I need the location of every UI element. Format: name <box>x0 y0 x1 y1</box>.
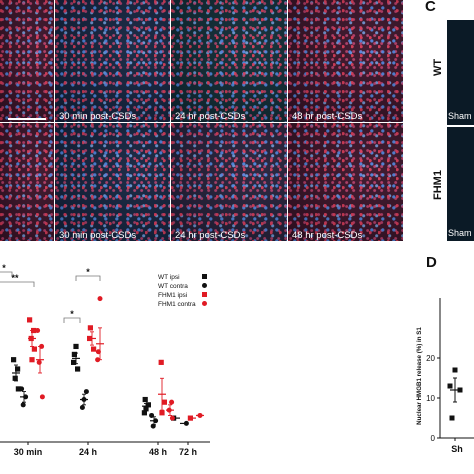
micro-row1-30min: 30 min post-CSDs <box>55 0 170 122</box>
data-point-square <box>141 410 147 416</box>
data-point-square <box>452 367 458 373</box>
micro-label: 24 hr post-CSDs <box>175 111 246 122</box>
micro-label: 48 hr post-CSDs <box>292 230 363 241</box>
legend-label: FHM1 contra <box>158 301 196 308</box>
micro-label: 30 min post-CSDs <box>59 230 137 241</box>
data-point-square <box>15 386 21 392</box>
panel-letter-d: D <box>426 254 437 271</box>
micro-row1-24hr: 24 hr post-CSDs <box>171 0 287 122</box>
micro-row2-24hr: 24 hr post-CSDs <box>171 123 287 241</box>
data-point-square <box>29 357 35 363</box>
significance-label: * <box>86 267 90 277</box>
micro-label: 30 min post-CSDs <box>59 111 137 122</box>
panel-c-image-wt <box>447 20 474 125</box>
panel-c-sham-label-wt: Sham <box>448 111 472 121</box>
micro-row1-48hr: 48 hr post-CSDs <box>288 0 403 122</box>
panel-c-row-label-fhm1: FHM1 <box>432 170 444 200</box>
micro-label: 24 hr post-CSDs <box>175 230 246 241</box>
data-point-square <box>12 375 18 381</box>
data-point-square <box>15 366 21 372</box>
data-point-circle <box>20 402 26 408</box>
significance-label: * <box>70 309 74 319</box>
data-point-circle <box>19 386 25 392</box>
y-axis-label: Nuclear HMGB1 release (%) in S1 <box>416 327 423 425</box>
y-tick-label: 10 <box>426 394 435 403</box>
micro-row2-30min: 30 min post-CSDs <box>55 123 170 241</box>
y-tick-label: 20 <box>426 354 435 363</box>
micro-row2-partial <box>0 123 54 241</box>
significance-bracket <box>75 275 101 281</box>
legend-marker-square <box>202 274 207 279</box>
data-point-square <box>31 346 37 352</box>
panel-c-sham-label-fhm1: Sham <box>448 228 472 238</box>
data-point-square <box>71 359 77 365</box>
legend-label: FHM1 ipsi <box>158 292 187 299</box>
data-point-circle <box>169 399 175 405</box>
significance-bracket <box>0 281 35 287</box>
data-point-circle <box>36 359 42 365</box>
legend-label: WT contra <box>158 283 188 290</box>
data-point-circle <box>97 296 103 302</box>
panel-letter-c: C <box>425 0 436 15</box>
data-point-square <box>159 410 165 416</box>
data-point-circle <box>35 328 41 334</box>
micro-row1-partial <box>0 0 54 122</box>
x-tick-label: Sh <box>451 444 463 454</box>
data-point-circle <box>79 404 85 410</box>
data-point-square <box>87 325 93 331</box>
data-point-square <box>145 402 151 408</box>
data-point-square <box>73 343 79 350</box>
panel-c-image-fhm1 <box>447 127 474 241</box>
data-point-square <box>158 359 164 365</box>
data-point-square <box>75 366 81 372</box>
x-tick-label: 72 h <box>179 447 197 457</box>
panel-c-row-label-wt: WT <box>432 58 444 76</box>
micro-label: 48 hr post-CSDs <box>292 111 363 122</box>
x-tick-label: 24 h <box>79 447 97 457</box>
data-point-square <box>449 415 455 421</box>
x-tick-label: 48 h <box>149 447 167 457</box>
legend-marker-circle <box>202 301 207 306</box>
legend-marker-square <box>202 292 207 297</box>
data-point-circle <box>95 357 101 363</box>
significance-label: ** <box>11 273 19 283</box>
significance-label: * <box>2 263 6 273</box>
data-point-circle <box>83 389 89 395</box>
data-point-square <box>11 357 17 363</box>
panel-d-chart: Nuclear HMGB1 release (%) in S1 0 10 20 Sh <box>416 298 474 454</box>
data-point-square <box>27 317 33 323</box>
legend-marker-circle <box>202 283 207 288</box>
y-tick-label: 0 <box>431 434 436 443</box>
data-point-circle <box>39 394 45 400</box>
significance-bracket <box>0 271 13 277</box>
data-point-square <box>91 346 97 352</box>
data-point-circle <box>169 415 175 421</box>
data-point-square <box>161 399 167 405</box>
data-point-square <box>71 351 77 357</box>
scale-bar <box>8 118 46 120</box>
data-point-square <box>447 383 453 389</box>
significance-bracket <box>63 317 81 323</box>
legend-label: WT ipsi <box>158 274 180 281</box>
x-tick-label: 30 min <box>14 447 43 457</box>
data-point-square <box>142 396 148 403</box>
micro-row2-48hr: 48 hr post-CSDs <box>288 123 403 241</box>
